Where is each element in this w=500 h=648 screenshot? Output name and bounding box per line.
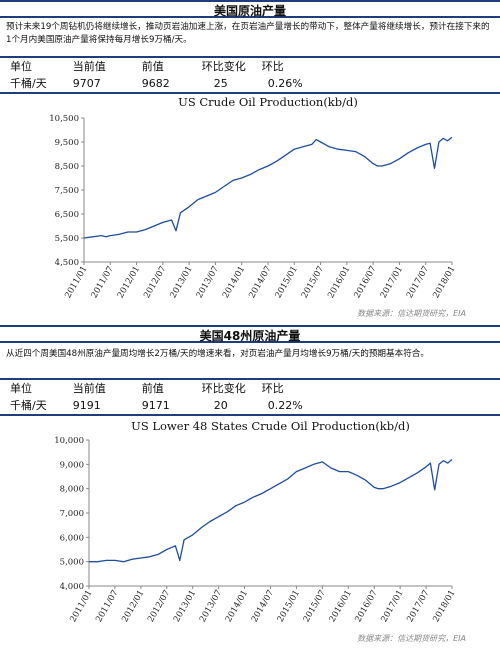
x-tick-label: 2017/07	[405, 265, 431, 301]
stats-table: 单位 当前值 前值 环比变化 环比 千桶/天 9707 9682 25 0.26…	[0, 56, 500, 94]
x-tick-label: 2015/01	[274, 265, 300, 301]
lower48-oil-chart: US Lower 48 States Crude Oil Production(…	[54, 419, 457, 625]
x-tick-label: 2016/01	[326, 265, 352, 301]
chart-2: US Lower 48 States Crude Oil Production(…	[0, 418, 500, 630]
stats-header-previous: 前值	[141, 60, 164, 73]
stats-header-unit: 单位	[10, 382, 32, 395]
y-tick-label: 4,000	[60, 582, 84, 592]
chart-title: US Lower 48 States Crude Oil Production(…	[131, 419, 410, 433]
x-tick-label: 2017/07	[405, 589, 431, 625]
stats-unit: 千桶/天	[10, 399, 47, 412]
x-tick-label: 2018/01	[431, 265, 457, 301]
chart-title: US Crude Oil Production(kb/d)	[178, 95, 358, 109]
x-tick-label: 2018/01	[431, 589, 457, 625]
x-tick-label: 2012/01	[120, 589, 146, 625]
y-tick-label: 8,000	[60, 485, 84, 495]
stats-header-previous: 前值	[141, 382, 164, 395]
x-tick-label: 2015/07	[300, 265, 326, 301]
x-tick-label: 2012/01	[116, 265, 142, 301]
series-line	[83, 136, 453, 239]
stats-previous: 9682	[141, 77, 170, 90]
x-tick-label: 2011/07	[94, 589, 120, 625]
x-tick-label: 2011/07	[90, 265, 116, 301]
y-tick-label: 5,500	[55, 234, 79, 244]
source-note: 数据来源：信达期货研究，EIA	[357, 634, 466, 643]
stats-unit: 千桶/天	[10, 77, 47, 90]
stats-header-unit: 单位	[10, 60, 32, 73]
x-tick-label: 2012/07	[146, 589, 172, 625]
x-tick-label: 2013/01	[168, 265, 194, 301]
stats-header-change: 环比变化	[201, 382, 246, 395]
x-tick-label: 2016/07	[353, 589, 379, 625]
stats-table: 单位 当前值 前值 环比变化 环比 千桶/天 9191 9171 20 0.22…	[0, 378, 500, 416]
stats-ratio: 0.26%	[267, 77, 303, 90]
y-tick-label: 4,500	[55, 258, 79, 268]
y-tick-label: 7,500	[55, 186, 79, 196]
stats-header-ratio: 环比	[261, 60, 284, 73]
x-tick-label: 2017/01	[379, 589, 405, 625]
x-tick-label: 2016/07	[352, 265, 378, 301]
stats-header-ratio: 环比	[261, 382, 284, 395]
source-note: 数据来源：信达期货研究，EIA	[357, 309, 466, 318]
section-description: 从近四个周美国48州原油产量周均增长2万桶/天的增速来看，对页岩油产量月均增长9…	[6, 349, 429, 359]
y-tick-label: 10,500	[49, 114, 79, 124]
section-header: 美国原油产量	[0, 0, 500, 18]
x-tick-label: 2014/01	[221, 265, 247, 301]
x-tick-label: 2014/07	[247, 265, 273, 301]
x-tick-label: 2011/01	[68, 589, 94, 625]
series-line	[89, 459, 453, 563]
stats-change: 25	[213, 77, 228, 90]
crude-oil-chart: US Crude Oil Production(kb/d) 4,500 5,500 6…	[49, 95, 457, 301]
stats-current: 9191	[72, 399, 101, 412]
x-tick-label: 2014/01	[224, 589, 250, 625]
section-title: 美国48州原油产量	[199, 329, 301, 343]
section-title: 美国原油产量	[213, 4, 286, 18]
stats-change: 20	[213, 399, 228, 412]
y-tick-label: 7,000	[60, 509, 84, 519]
y-tick-label: 6,500	[55, 210, 79, 220]
y-tick-label: 6,000	[60, 533, 84, 543]
x-tick-label: 2016/01	[328, 589, 354, 625]
y-tick-label: 5,000	[60, 558, 84, 568]
y-tick-label: 9,000	[60, 460, 84, 470]
stats-current: 9707	[72, 77, 101, 90]
stats-ratio: 0.22%	[267, 399, 303, 412]
stats-header-change: 环比变化	[201, 60, 246, 73]
stats-header-current: 当前值	[72, 60, 106, 73]
stats-header-current: 当前值	[72, 382, 106, 395]
y-tick-label: 9,500	[55, 138, 79, 148]
x-tick-label: 2015/01	[276, 589, 302, 625]
stats-previous: 9171	[141, 399, 170, 412]
x-tick-label: 2014/07	[250, 589, 276, 625]
x-tick-label: 2017/01	[379, 265, 405, 301]
section-header: 美国48州原油产量	[0, 325, 500, 343]
x-tick-label: 2012/07	[142, 265, 168, 301]
section-description: 预计未来19个周钻机仍将继续增长，推动页岩油加速上涨，在页岩油产量增长的带动下，…	[6, 22, 490, 45]
chart-1: US Crude Oil Production(kb/d) 4,500 5,500 6…	[0, 94, 500, 308]
x-tick-label: 2011/01	[63, 265, 89, 301]
y-tick-label: 10,000	[54, 436, 84, 446]
x-tick-label: 2015/07	[302, 589, 328, 625]
x-tick-label: 2013/07	[198, 589, 224, 625]
x-tick-label: 2013/01	[172, 589, 198, 625]
x-tick-label: 2013/07	[195, 265, 221, 301]
y-tick-label: 8,500	[55, 162, 79, 172]
